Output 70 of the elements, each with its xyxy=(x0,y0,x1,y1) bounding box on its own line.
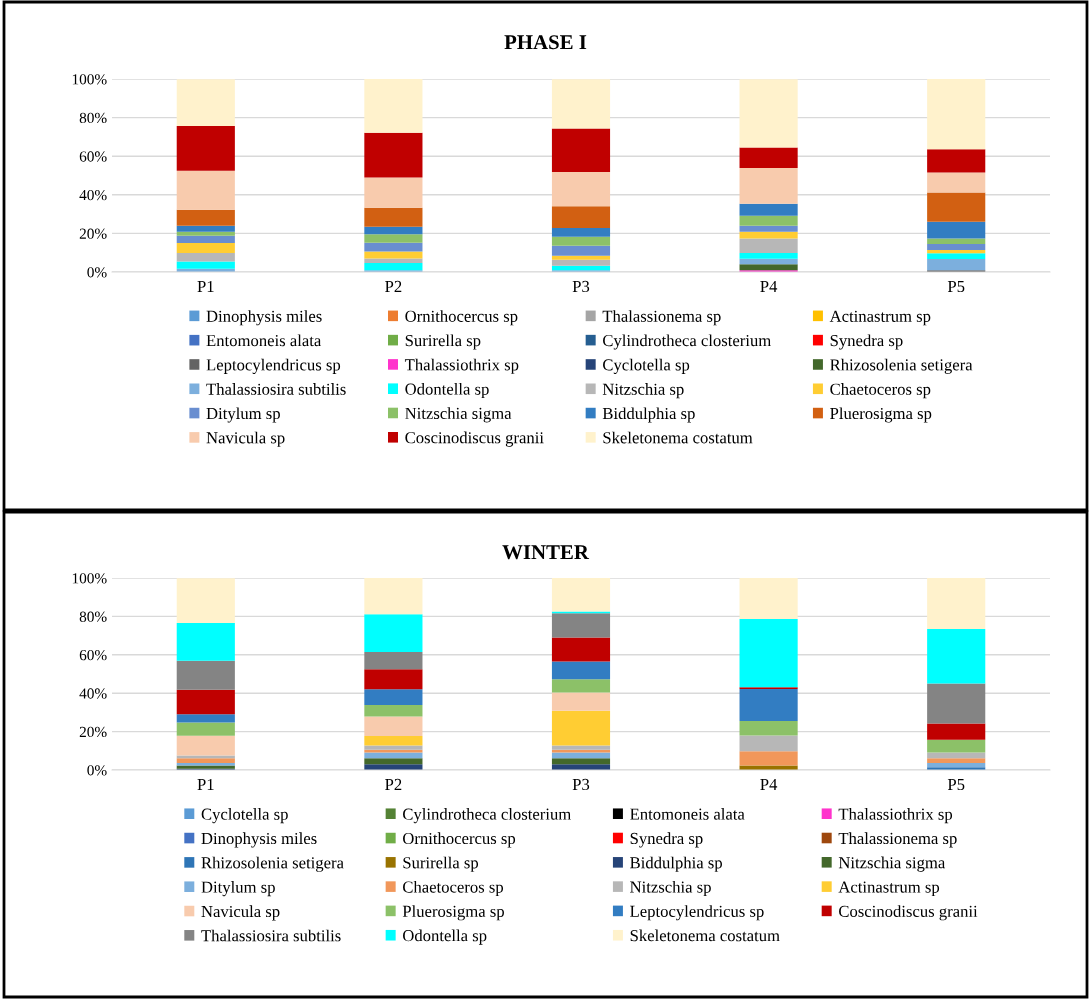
legend-label: Chaetoceros sp xyxy=(403,880,504,897)
legend-label: Entomoneis alata xyxy=(206,334,322,347)
x-tick-label: P2 xyxy=(385,778,402,790)
legend-label: Nitzschia sp xyxy=(630,880,711,897)
legend-label: Ornithocercus sp xyxy=(403,832,516,848)
legend-label: Skeletonema costatum xyxy=(630,929,780,942)
y-tick-label: 0% xyxy=(87,765,107,776)
legend-label: Pluerosigma sp xyxy=(830,407,932,423)
legend-label: Surirella sp xyxy=(403,856,479,872)
legend-label: Actinastrum sp xyxy=(838,881,940,897)
legend-label: Cylindrotheca closterium xyxy=(403,808,571,824)
legend-label: Thalassionema sp xyxy=(838,832,957,848)
x-tick-label: P3 xyxy=(572,280,590,293)
x-tick-label: P3 xyxy=(572,778,590,791)
legend-label: Nitzschia sigma xyxy=(405,407,512,423)
legend-label: Odontella sp xyxy=(405,383,489,399)
x-tick-label: P4 xyxy=(760,778,778,790)
legend-label: Pluerosigma sp xyxy=(402,905,504,921)
legend-label: Biddulphia sp xyxy=(630,856,722,872)
legend-label: Ditylum sp xyxy=(206,407,280,423)
y-tick-label: 80% xyxy=(79,112,107,124)
legend-label: Dinophysis miles xyxy=(201,832,317,848)
legend-label: Ornithocercus sp xyxy=(405,310,518,326)
y-tick-label: 80% xyxy=(79,611,107,622)
y-tick-label: 0% xyxy=(87,267,107,278)
chart-title: WINTER xyxy=(502,545,590,560)
x-tick-label: P4 xyxy=(760,280,778,292)
legend-label: Thalassiothrix sp xyxy=(838,808,953,824)
legend-label: Rhizosolenia setigera xyxy=(830,358,973,374)
legend-label: Synedra sp xyxy=(830,334,903,350)
y-tick-label: 20% xyxy=(79,726,107,738)
y-tick-label: 40% xyxy=(79,189,107,201)
legend-label: Rhizosolenia setigera xyxy=(201,856,344,872)
y-tick-label: 100% xyxy=(72,74,107,85)
legend-label: Surirella sp xyxy=(405,334,481,350)
legend-label: Navicula sp xyxy=(201,905,280,921)
legend-label: Ditylum sp xyxy=(201,881,275,897)
legend-label: Skeletonema costatum xyxy=(603,431,753,444)
y-tick-label: 20% xyxy=(79,228,107,239)
legend-label: Biddulphia sp xyxy=(602,407,695,423)
legend-label: Cylindrotheca closterium xyxy=(603,334,772,350)
y-tick-label: 100% xyxy=(72,573,107,584)
y-tick-label: 40% xyxy=(79,688,107,699)
legend-label: Thalassiosira subtilis xyxy=(206,383,346,395)
x-tick-label: P5 xyxy=(947,280,965,293)
legend-label: Navicula sp xyxy=(206,431,285,447)
legend-label: Thalassiothrix sp xyxy=(404,358,519,374)
legend-label: Cyclotella sp xyxy=(201,808,288,824)
legend-label: Coscinodiscus granii xyxy=(405,431,544,447)
x-tick-label: P2 xyxy=(385,280,402,292)
y-tick-label: 60% xyxy=(79,151,107,162)
legend-label: Thalassiosira subtilis xyxy=(201,929,341,942)
y-tick-label: 60% xyxy=(79,649,107,661)
legend-label: Entomoneis alata xyxy=(630,808,745,820)
legend-label: Coscinodiscus granii xyxy=(839,905,978,921)
legend-label: Leptocylendricus sp xyxy=(630,905,764,921)
chart-title: PHASE I xyxy=(504,35,587,50)
legend-label: Leptocylendricus sp xyxy=(206,358,341,374)
legend-label: Nitzschia sp xyxy=(602,383,684,399)
legend-label: Dinophysis miles xyxy=(206,310,322,326)
x-tick-label: P1 xyxy=(197,280,214,292)
legend-label: Cyclotella sp xyxy=(603,358,690,374)
legend-label: Nitzschia sigma xyxy=(838,856,946,872)
legend-label: Thalassionema sp xyxy=(602,310,721,326)
x-tick-label: P5 xyxy=(947,778,965,791)
legend-label: Actinastrum sp xyxy=(829,310,931,326)
x-tick-label: P1 xyxy=(197,778,214,790)
legend-label: Odontella sp xyxy=(403,929,487,945)
legend-label: Synedra sp xyxy=(630,832,703,848)
legend-label: Chaetoceros sp xyxy=(830,383,931,399)
